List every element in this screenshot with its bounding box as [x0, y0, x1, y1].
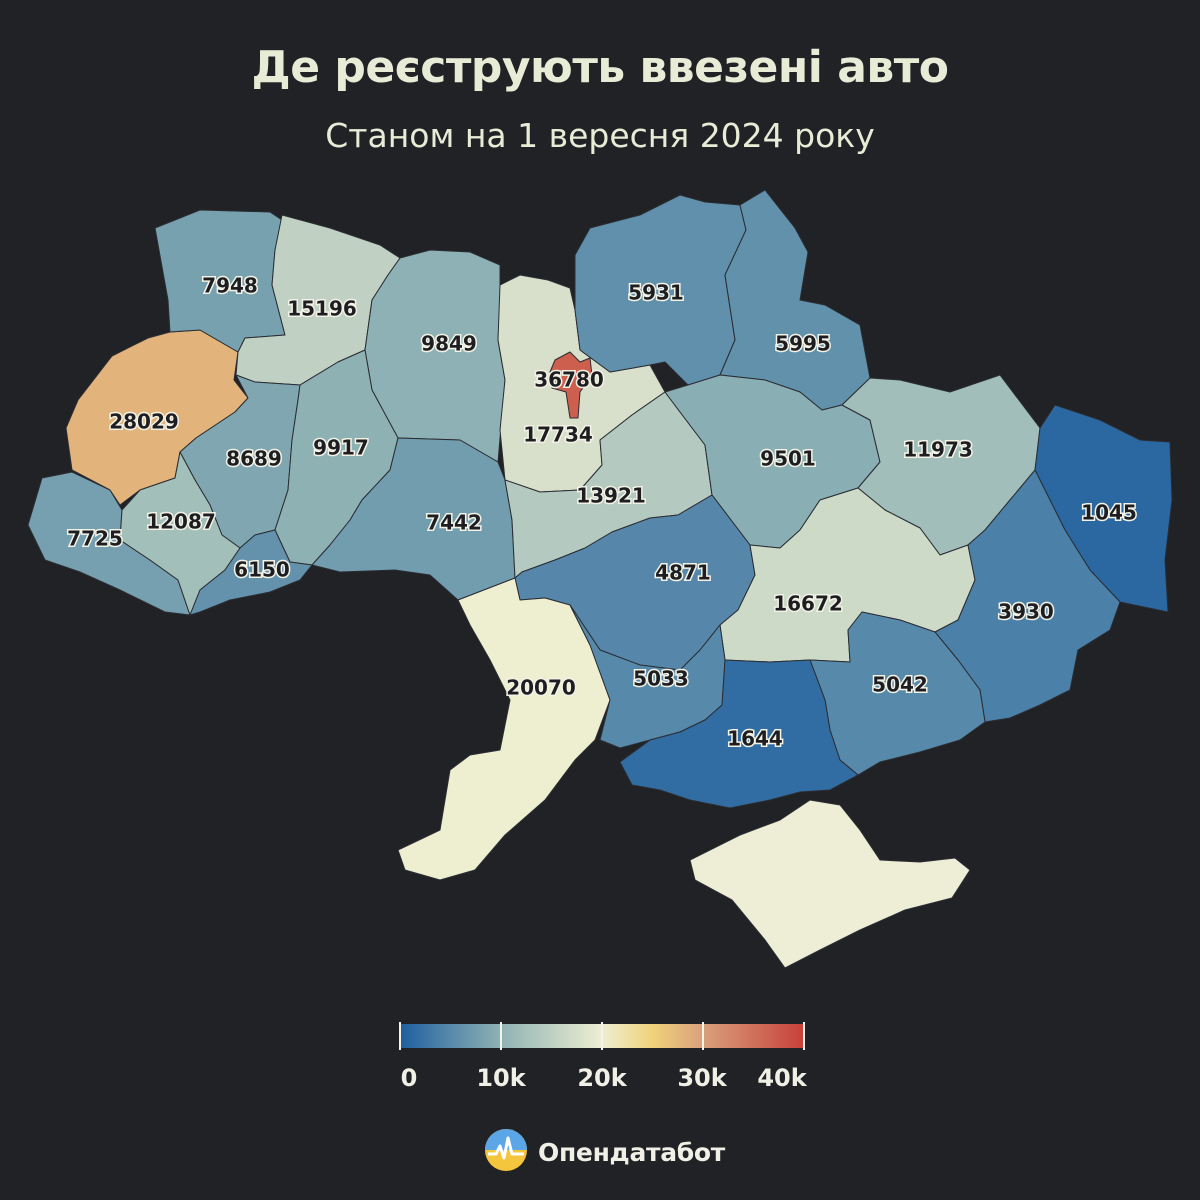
value-label-kirovohrad: 4871 [655, 561, 711, 585]
map-title: Де реєструють ввезені авто [251, 42, 949, 93]
value-label-chernihiv: 5931 [628, 281, 684, 305]
brand-name: Опендатабот [538, 1137, 725, 1167]
legend-tick-40k: 40k [757, 1064, 807, 1092]
value-label-lviv: 28029 [109, 410, 179, 434]
value-label-ivano-frankivsk: 12087 [146, 510, 216, 534]
value-label-sumy: 5995 [775, 332, 831, 356]
value-label-khmelnytskyi: 9917 [313, 436, 369, 460]
region-crimea [689, 799, 971, 969]
value-label-kharkiv: 11973 [903, 438, 973, 462]
value-label-odesa: 20070 [506, 676, 576, 700]
legend-tick-30k: 30k [677, 1064, 727, 1092]
value-label-rivne: 15196 [287, 297, 357, 321]
region-kyiv-city [549, 351, 593, 419]
region-odesa [397, 577, 611, 881]
opendatabot-logo-icon [484, 1128, 528, 1176]
value-label-zakarpattia: 7725 [67, 527, 123, 551]
value-label-cherkasy: 13921 [576, 484, 646, 508]
value-label-kherson: 1644 [727, 727, 783, 751]
region-kherson [619, 659, 859, 809]
value-label-poltava: 9501 [760, 447, 816, 471]
legend-tick-0: 0 [400, 1064, 418, 1092]
value-label-chernivtsi: 6150 [234, 558, 290, 582]
value-label-kyiv-city: 36780 [534, 368, 604, 392]
value-label-volyn: 7948 [202, 274, 258, 298]
value-label-donetsk: 3930 [998, 600, 1054, 624]
region-chernivtsi [189, 529, 313, 616]
brand-footer: Опендатабот [484, 1128, 725, 1176]
map-subtitle: Станом на 1 вересня 2024 року [325, 116, 875, 155]
region-vinnytsia [311, 437, 516, 601]
value-label-zaporizhzhia: 5042 [872, 673, 928, 697]
value-label-ternopil: 8689 [226, 447, 282, 471]
value-label-luhansk: 1045 [1081, 501, 1137, 525]
value-label-kyiv-oblast: 17734 [523, 423, 593, 447]
legend-tick-marks [399, 1022, 805, 1050]
value-label-zhytomyr: 9849 [421, 332, 477, 356]
value-label-mykolaiv: 5033 [633, 667, 689, 691]
value-label-vinnytsia: 7442 [426, 511, 482, 535]
value-label-dnipropetrovsk: 16672 [773, 592, 843, 616]
legend-tick-10k: 10k [476, 1064, 526, 1092]
legend-tick-20k: 20k [577, 1064, 627, 1092]
